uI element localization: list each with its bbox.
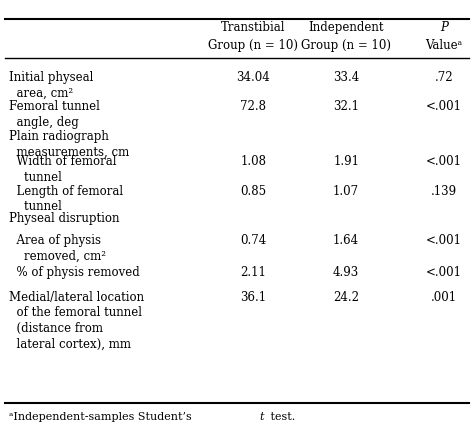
Text: Width of femoral: Width of femoral <box>9 155 117 168</box>
Text: Physeal disruption: Physeal disruption <box>9 212 120 225</box>
Text: 1.64: 1.64 <box>333 234 359 247</box>
Text: 32.1: 32.1 <box>333 100 359 113</box>
Text: tunnel: tunnel <box>9 201 62 214</box>
Text: 72.8: 72.8 <box>240 100 266 113</box>
Text: 36.1: 36.1 <box>240 291 266 303</box>
Text: Transtibial: Transtibial <box>221 21 285 34</box>
Text: area, cm²: area, cm² <box>9 86 73 99</box>
Text: Independent: Independent <box>309 21 384 34</box>
Text: <.001: <.001 <box>426 234 462 247</box>
Text: Femoral tunnel: Femoral tunnel <box>9 100 100 113</box>
Text: tunnel: tunnel <box>9 170 62 184</box>
Text: 0.85: 0.85 <box>240 185 266 198</box>
Text: angle, deg: angle, deg <box>9 116 79 129</box>
Text: t: t <box>259 412 264 422</box>
Text: removed, cm²: removed, cm² <box>9 250 106 262</box>
Text: 0.74: 0.74 <box>240 234 266 247</box>
Text: .001: .001 <box>431 291 457 303</box>
Text: of the femoral tunnel: of the femoral tunnel <box>9 307 142 320</box>
Text: (distance from: (distance from <box>9 322 103 335</box>
Text: Area of physis: Area of physis <box>9 234 101 247</box>
Text: <.001: <.001 <box>426 100 462 113</box>
Text: <.001: <.001 <box>426 266 462 279</box>
Text: Initial physeal: Initial physeal <box>9 71 94 84</box>
Text: Group (n = 10): Group (n = 10) <box>208 38 298 51</box>
Text: 1.91: 1.91 <box>333 155 359 168</box>
Text: 1.07: 1.07 <box>333 185 359 198</box>
Text: ᵃIndependent-samples Student’s: ᵃIndependent-samples Student’s <box>9 412 196 422</box>
Text: Group (n = 10): Group (n = 10) <box>301 38 391 51</box>
Text: test.: test. <box>267 412 295 422</box>
Text: Valueᵃ: Valueᵃ <box>425 38 462 51</box>
Text: P: P <box>440 21 447 34</box>
Text: 34.04: 34.04 <box>237 71 270 84</box>
Text: Medial/lateral location: Medial/lateral location <box>9 291 145 303</box>
Text: 4.93: 4.93 <box>333 266 359 279</box>
Text: measurements, cm: measurements, cm <box>9 146 129 159</box>
Text: .139: .139 <box>431 185 457 198</box>
Text: Plain radiograph: Plain radiograph <box>9 130 109 143</box>
Text: Length of femoral: Length of femoral <box>9 185 124 198</box>
Text: 24.2: 24.2 <box>333 291 359 303</box>
Text: lateral cortex), mm: lateral cortex), mm <box>9 338 131 351</box>
Text: % of physis removed: % of physis removed <box>9 266 140 279</box>
Text: 1.08: 1.08 <box>240 155 266 168</box>
Text: <.001: <.001 <box>426 155 462 168</box>
Text: 33.4: 33.4 <box>333 71 359 84</box>
Text: 2.11: 2.11 <box>240 266 266 279</box>
Text: .72: .72 <box>434 71 453 84</box>
